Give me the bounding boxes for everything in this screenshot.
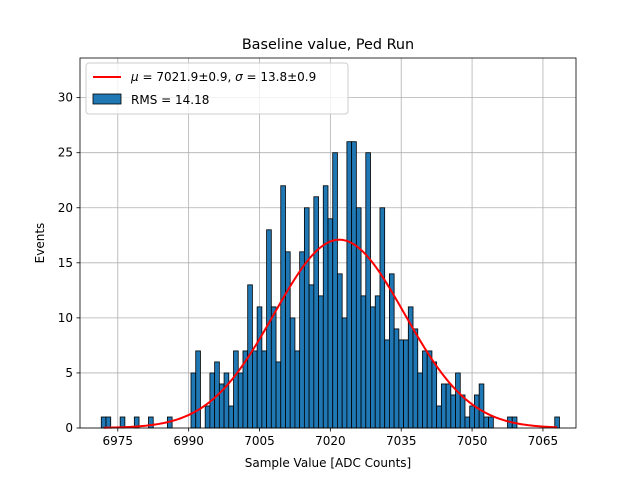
y-tick-label: 30 — [58, 91, 73, 105]
histogram-bar — [195, 350, 201, 429]
histogram-bar — [308, 284, 315, 429]
histogram-bar — [412, 328, 419, 429]
histogram-bar — [100, 416, 107, 429]
histogram-bar — [313, 196, 319, 429]
legend: μ = 7021.9±0.9, σ = 13.8±0.9 RMS = 14.18 — [85, 62, 349, 115]
y-tick-label: 20 — [58, 201, 73, 215]
histogram-bar — [318, 295, 324, 429]
histogram-bar — [483, 416, 490, 429]
legend-sigma-symbol: σ — [235, 70, 243, 84]
histogram-bar — [431, 361, 438, 429]
histogram-bar — [327, 218, 334, 429]
histogram-bar — [228, 405, 234, 429]
legend-fit-label: μ = 7021.9±0.9, σ = 13.8±0.9 — [130, 70, 316, 84]
x-tick-label: 7065 — [528, 434, 559, 448]
x-tick-label: 7020 — [315, 434, 346, 448]
histogram-bar — [464, 416, 471, 429]
chart-title: Baseline value, Ped Run — [242, 37, 414, 53]
histogram-bar — [237, 372, 244, 429]
histogram-bar — [289, 317, 296, 429]
histogram-bar — [223, 372, 230, 429]
x-tick-label: 7035 — [386, 434, 417, 448]
histogram-bar — [341, 317, 348, 429]
histogram-bar — [337, 273, 343, 429]
histogram-bar — [270, 306, 277, 429]
y-tick-label: 25 — [58, 146, 73, 160]
histogram-bar — [261, 350, 267, 429]
x-tick-label: 6990 — [173, 434, 204, 448]
axes-frame — [79, 57, 577, 429]
histogram-bar — [280, 185, 286, 429]
legend-hist-label: RMS = 14.18 — [131, 93, 209, 107]
histogram-bar — [488, 416, 494, 429]
histogram-bar — [346, 141, 353, 429]
histogram-bar — [105, 416, 112, 429]
y-axis-ticks: 0 5 10 15 20 25 30 — [58, 91, 80, 435]
histogram-bar — [393, 328, 400, 429]
y-tick-label: 5 — [65, 366, 73, 380]
histogram-bar — [275, 361, 282, 429]
histogram-bar — [332, 152, 338, 429]
histogram-bar — [303, 207, 310, 429]
x-tick-label: 6975 — [103, 434, 134, 448]
histogram-bar — [233, 350, 239, 429]
x-tick-label: 7005 — [244, 434, 275, 448]
histogram-bar — [355, 207, 362, 429]
histogram-bar — [417, 372, 423, 429]
y-tick-label: 0 — [65, 421, 73, 435]
legend-sigma-text: = 13.8±0.9 — [243, 70, 317, 84]
gaussian-fit-curve — [103, 238, 558, 429]
histogram-bar — [403, 339, 409, 429]
histogram-bar — [351, 141, 357, 429]
histogram-bar — [148, 416, 154, 429]
histogram-bar — [379, 207, 386, 429]
y-axis-label: Events — [33, 223, 47, 264]
histogram-bar — [450, 394, 456, 429]
x-axis-label: Sample Value [ADC Counts] — [245, 456, 411, 470]
y-tick-label: 10 — [58, 311, 73, 325]
histogram-bar — [190, 372, 197, 429]
histogram-bar — [204, 405, 211, 429]
histogram-bar — [266, 229, 272, 429]
legend-box — [85, 62, 349, 115]
legend-mu-text: = 7021.9±0.9, — [139, 70, 235, 84]
histogram-bar — [440, 383, 447, 429]
histogram-bar — [256, 306, 263, 429]
histogram-bar — [374, 295, 381, 429]
histogram-bar — [365, 152, 371, 429]
histogram-bar — [422, 350, 428, 429]
histogram-bar — [370, 306, 376, 429]
histogram-bar — [459, 394, 466, 429]
histogram-bar — [389, 273, 395, 429]
histogram-bar — [322, 185, 329, 429]
histogram-bar — [469, 405, 475, 429]
histogram-bar — [360, 295, 367, 429]
histogram-bar — [299, 251, 305, 429]
histogram-bar — [252, 350, 258, 429]
histogram-bar — [285, 251, 291, 429]
histogram-bar — [445, 383, 452, 429]
x-axis-ticks: 6975 6990 7005 7020 7035 7050 7065 — [103, 428, 559, 448]
histogram-bar — [474, 394, 480, 429]
histogram-bar — [478, 383, 485, 429]
histogram-bar — [426, 350, 433, 429]
histogram-bar — [384, 339, 390, 429]
histogram-bar — [294, 350, 301, 429]
x-tick-label: 7050 — [457, 434, 488, 448]
y-tick-label: 15 — [58, 256, 73, 270]
legend-mu-symbol: μ — [130, 70, 139, 84]
histogram-bar — [436, 405, 442, 429]
legend-hist-swatch — [92, 93, 122, 105]
histogram-bar — [398, 339, 404, 429]
histogram-bar — [455, 372, 461, 429]
